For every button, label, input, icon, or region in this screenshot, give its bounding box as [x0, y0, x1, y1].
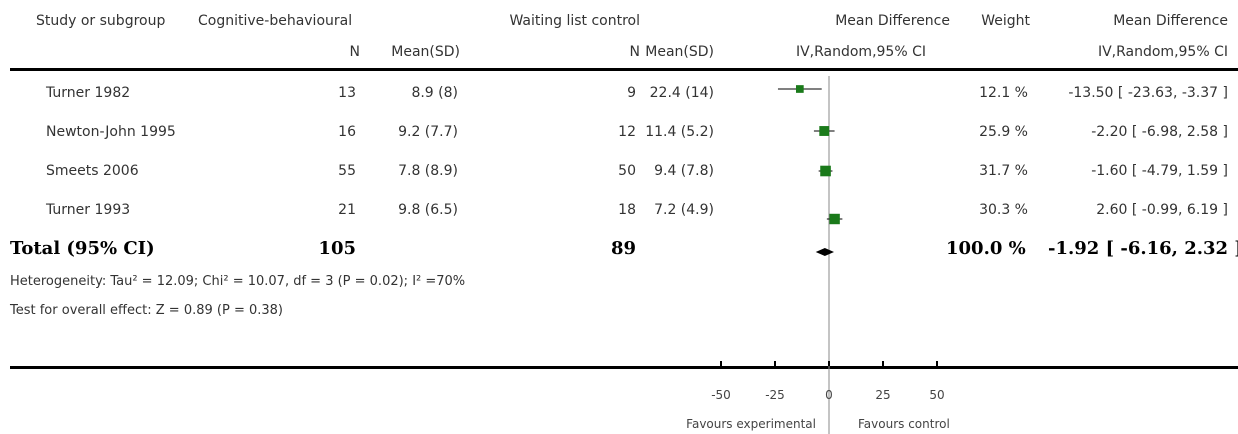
total-weight: 100.0 % — [946, 238, 1026, 259]
study-name: Turner 1993 — [46, 202, 131, 218]
meansd-ctrl: 7.2 (4.9) — [654, 202, 714, 218]
n-ctrl: 9 — [627, 85, 636, 101]
heterogeneity-text: Heterogeneity: Tau² = 12.09; Chi² = 10.0… — [10, 274, 466, 289]
study-name: Turner 1982 — [46, 85, 131, 101]
axis-tick-label: -50 — [711, 388, 731, 402]
meansd-ctrl: 11.4 (5.2) — [645, 124, 714, 140]
weight: 25.9 % — [979, 124, 1028, 140]
n-ctrl: 12 — [618, 124, 636, 140]
favours-right-label: Favours control — [858, 417, 950, 431]
total-n-ctrl: 89 — [610, 238, 636, 259]
overall-effect-text: Test for overall effect: Z = 0.89 (P = 0… — [10, 303, 283, 318]
header-study: Study or subgroup — [36, 13, 166, 29]
effect-marker — [795, 85, 804, 93]
header-meansd-exp: Mean(SD) — [391, 44, 460, 60]
header-n-exp: N — [349, 44, 360, 60]
n-exp: 16 — [338, 124, 356, 140]
ci-text: 2.60 [ -0.99, 6.19 ] — [1096, 202, 1228, 218]
header-mean-difference-2: Mean Difference — [1113, 13, 1228, 29]
meansd-exp: 8.9 (8) — [411, 85, 458, 101]
n-ctrl: 50 — [618, 163, 636, 179]
pooled-diamond — [815, 248, 835, 256]
total-label: Total (95% CI) — [10, 238, 155, 259]
ci-text: -1.60 [ -4.79, 1.59 ] — [1091, 163, 1228, 179]
total-n-exp: 105 — [318, 238, 356, 259]
n-ctrl: 18 — [618, 202, 636, 218]
header-n-ctrl: N — [629, 44, 640, 60]
total-ci-text: -1.92 [ -6.16, 2.32 ] — [1048, 238, 1238, 259]
effect-marker — [820, 165, 831, 177]
meansd-ctrl: 22.4 (14) — [649, 85, 714, 101]
study-name: Newton-John 1995 — [46, 124, 176, 140]
weight: 12.1 % — [979, 85, 1028, 101]
header-mean-difference: Mean Difference — [835, 13, 950, 29]
n-exp: 21 — [338, 202, 356, 218]
header-meansd-ctrl: Mean(SD) — [645, 44, 714, 60]
axis-tick-label: 0 — [825, 388, 833, 402]
ci-text: -2.20 [ -6.98, 2.58 ] — [1091, 124, 1228, 140]
meansd-exp: 9.2 (7.7) — [398, 124, 458, 140]
header-method: IV,Random,95% CI — [795, 44, 926, 60]
header-weight: Weight — [981, 13, 1030, 29]
study-name: Smeets 2006 — [46, 163, 139, 179]
header-exp-group: Cognitive-behavioural — [198, 13, 353, 29]
meansd-exp: 9.8 (6.5) — [398, 202, 458, 218]
axis-tick-label: 25 — [875, 388, 890, 402]
n-exp: 13 — [338, 85, 356, 101]
axis-tick-label: -25 — [765, 388, 785, 402]
header-ctrl-group: Waiting list control — [509, 13, 640, 29]
bottom-rule — [10, 366, 1238, 369]
effect-marker — [819, 126, 830, 136]
n-exp: 55 — [338, 163, 356, 179]
effect-marker — [829, 213, 840, 225]
weight: 30.3 % — [979, 202, 1028, 218]
meansd-ctrl: 9.4 (7.8) — [654, 163, 714, 179]
weight: 31.7 % — [979, 163, 1028, 179]
top-rule — [10, 68, 1238, 71]
axis-tick-label: 50 — [929, 388, 944, 402]
favours-left-label: Favours experimental — [686, 417, 816, 431]
meansd-exp: 7.8 (8.9) — [398, 163, 458, 179]
ci-text: -13.50 [ -23.63, -3.37 ] — [1068, 85, 1228, 101]
header-method-2: IV,Random,95% CI — [1097, 44, 1228, 60]
